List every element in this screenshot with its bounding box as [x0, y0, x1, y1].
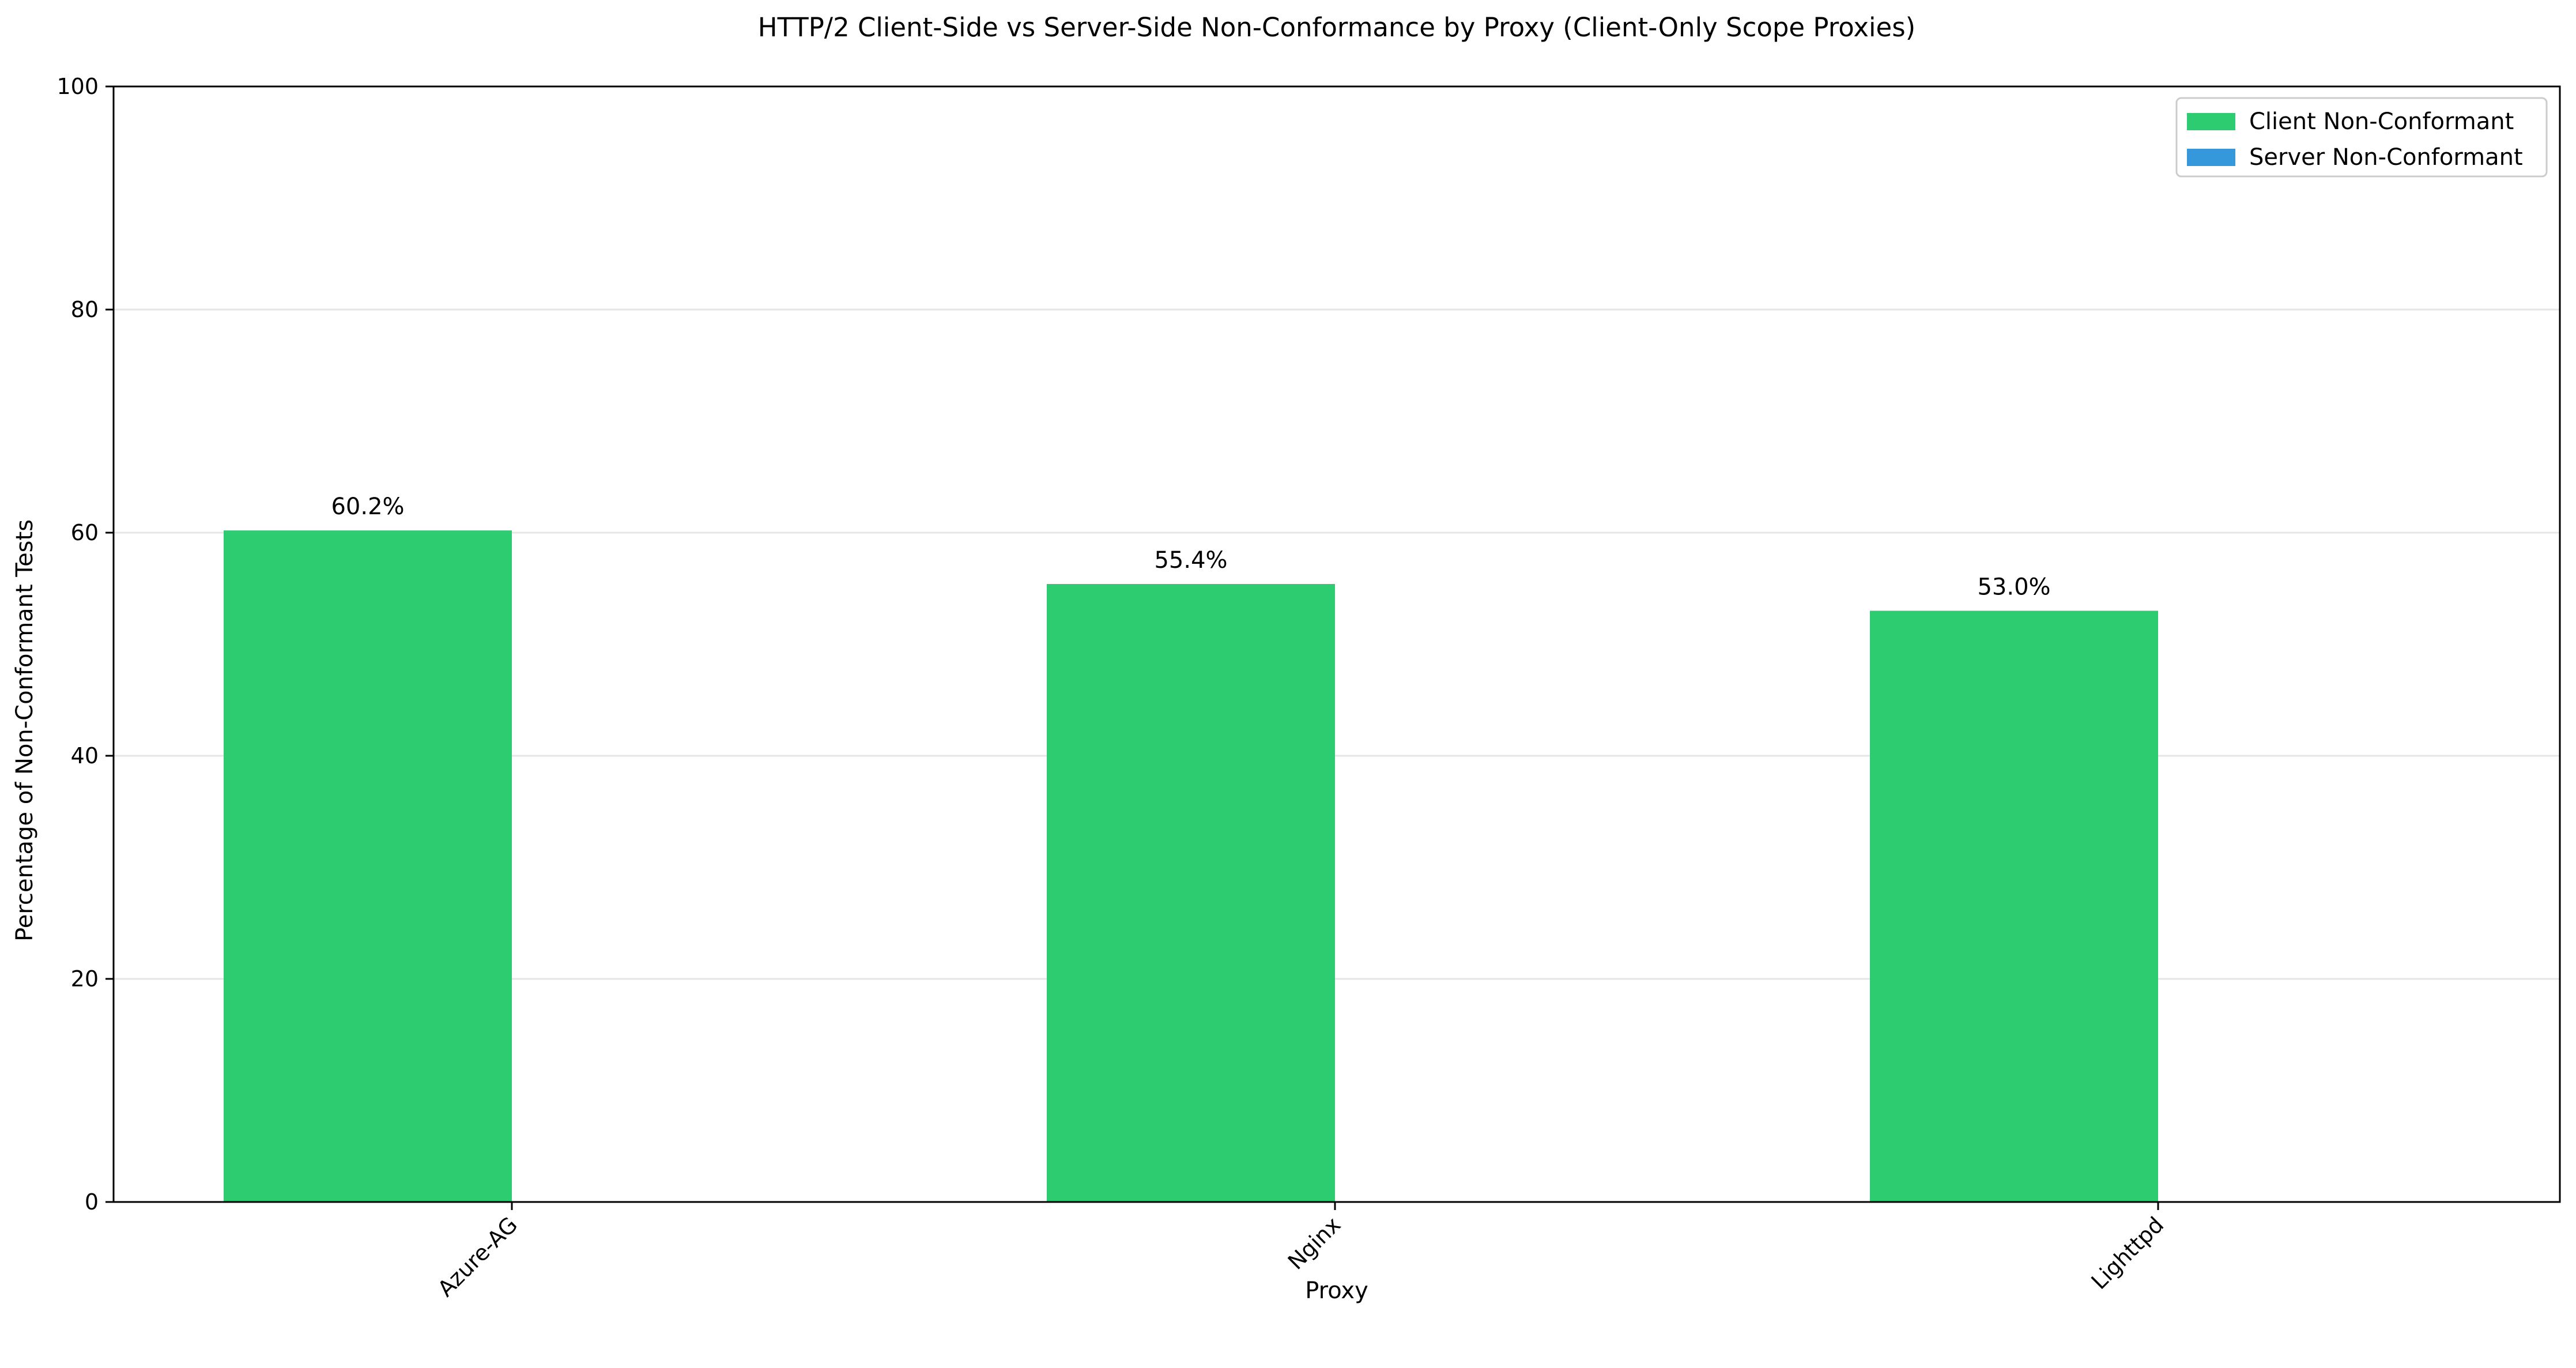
legend-swatch-server — [2187, 149, 2235, 166]
chart-title: HTTP/2 Client-Side vs Server-Side Non-Co… — [758, 12, 1915, 43]
data-label: 55.4% — [1154, 547, 1227, 574]
legend-label-server: Server Non-Conformant — [2249, 144, 2523, 171]
bar-client-lighttpd — [1870, 610, 2158, 1202]
y-tick-label: 100 — [56, 74, 99, 99]
x-axis-title: Proxy — [1305, 1277, 1368, 1304]
legend-swatch-client — [2187, 113, 2235, 130]
x-tick-label: Azure-AG — [433, 1212, 522, 1301]
x-tick-label: Lighttpd — [2087, 1212, 2169, 1294]
legend-box — [2175, 97, 2548, 178]
y-tick-label: 20 — [71, 966, 99, 992]
data-labels: 60.2% 55.4% 53.0% — [331, 493, 2050, 600]
y-tick-label: 0 — [85, 1189, 99, 1215]
y-tick-label: 60 — [71, 520, 99, 545]
x-axis: Azure-AG Nginx Lighttpd — [433, 1202, 2168, 1302]
y-axis: 0 20 40 60 80 100 — [56, 74, 114, 1215]
y-tick-label: 80 — [71, 297, 99, 322]
legend: Client Non-Conformant Server Non-Conforma… — [2175, 97, 2548, 178]
bar-client-nginx — [1047, 584, 1335, 1202]
bars — [224, 530, 2158, 1202]
legend-label-client: Client Non-Conformant — [2249, 108, 2514, 135]
y-axis-title: Percentage of Non-Conformant Tests — [12, 519, 38, 941]
plot-frame — [112, 85, 2561, 1203]
x-tick-label: Nginx — [1283, 1212, 1346, 1275]
y-tick-label: 40 — [71, 743, 99, 768]
data-label: 60.2% — [331, 493, 404, 520]
data-label: 53.0% — [1977, 574, 2050, 600]
bar-client-azure-ag — [224, 530, 512, 1202]
